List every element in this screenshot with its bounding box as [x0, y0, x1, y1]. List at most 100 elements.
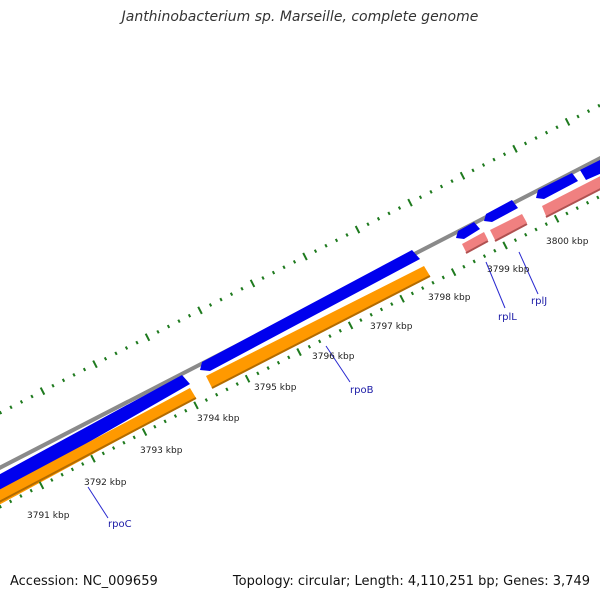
outer-tick-minor	[135, 340, 139, 345]
inner-tick-major	[450, 268, 457, 277]
outer-tick-major	[302, 252, 308, 261]
inner-tick-minor	[153, 424, 157, 429]
accession-text: Accession: NC_009659	[10, 574, 158, 589]
cds-feature-3800-b[interactable]	[580, 150, 600, 180]
cds-feature-rplL[interactable]	[456, 222, 480, 239]
outer-tick-minor	[51, 383, 55, 388]
outer-tick-minor	[240, 286, 244, 291]
gene-label-rplJ[interactable]: rplJ	[531, 296, 547, 307]
inner-tick-minor	[524, 232, 528, 237]
outer-tick-minor	[387, 211, 391, 216]
inner-tick-major	[347, 321, 354, 330]
gene-feature-rplJ[interactable]	[490, 214, 527, 240]
inner-tick-minor	[204, 398, 208, 402]
outer-tick-minor	[229, 292, 234, 297]
outer-tick-minor	[481, 163, 486, 167]
outer-tick-minor	[61, 378, 66, 383]
cds-feature-rpoC[interactable]	[0, 375, 190, 500]
inner-tick-minor	[596, 195, 600, 200]
outer-tick-minor	[103, 356, 108, 361]
kbp-label-3797: 3797 kbp	[370, 322, 413, 332]
outer-tick-minor	[261, 276, 265, 280]
inner-tick-major	[502, 241, 508, 250]
inner-tick-minor	[112, 446, 116, 450]
inner-tick-minor	[60, 472, 64, 477]
inner-tick-minor	[441, 275, 445, 280]
map-title: Janthinobacterium sp. Marseille, complet…	[121, 9, 479, 25]
inner-tick-minor	[173, 414, 178, 418]
outer-tick-major	[354, 225, 361, 234]
outer-tick-major	[249, 279, 256, 288]
kbp-label-3791: 3791 kbp	[27, 511, 70, 521]
gene-label-rpoC[interactable]: rpoC	[108, 519, 132, 530]
outer-tick-minor	[124, 346, 129, 350]
inner-tick-minor	[318, 339, 322, 344]
inner-tick-minor	[29, 488, 33, 493]
inner-tick-minor	[585, 200, 590, 205]
outer-tick-minor	[282, 265, 286, 270]
inner-tick-minor	[81, 462, 85, 466]
inner-tick-minor	[390, 302, 394, 306]
inner-tick-minor	[462, 264, 466, 269]
inner-tick-minor	[163, 419, 167, 424]
outer-tick-minor	[30, 394, 34, 399]
inner-tick-minor	[565, 211, 569, 216]
inner-tick-minor	[482, 254, 487, 258]
outer-tick-minor	[523, 141, 528, 146]
gene-feature-3800[interactable]	[542, 166, 600, 216]
genome-summary-text: Topology: circular; Length: 4,110,251 bp…	[232, 574, 590, 589]
outer-tick-minor	[156, 329, 160, 334]
cds-feature-rpoB[interactable]	[200, 250, 420, 371]
gene-feature-rpoC-shadow	[0, 397, 197, 503]
outer-tick-minor	[0, 410, 3, 415]
inner-tick-minor	[122, 440, 126, 445]
outer-tick-minor	[376, 216, 381, 221]
outer-tick-minor	[492, 157, 496, 162]
outer-tick-minor	[292, 259, 297, 264]
inner-tick-minor	[132, 435, 136, 440]
cds-feature-rplJ[interactable]	[484, 200, 518, 222]
inner-tick-major	[193, 401, 199, 410]
outer-tick-major	[144, 333, 151, 342]
inner-tick-minor	[534, 227, 538, 232]
outer-tick-major	[197, 306, 203, 315]
kbp-label-3800: 3800 kbp	[546, 237, 589, 247]
inner-tick-minor	[369, 312, 373, 317]
gene-feature-rplJ-shadow	[494, 223, 528, 242]
gene-feature-rpoB[interactable]	[206, 266, 430, 388]
label-leader-rpoB	[325, 345, 351, 383]
kbp-label-3799: 3799 kbp	[487, 265, 530, 275]
outer-tick-minor	[502, 152, 507, 157]
outer-tick-minor	[450, 179, 454, 184]
cds-feature-3800-a[interactable]	[536, 173, 578, 199]
inner-tick-minor	[493, 248, 497, 253]
gene-feature-rplL[interactable]	[462, 232, 488, 252]
outer-tick-major	[512, 144, 518, 153]
gene-feature-3800-shadow	[545, 188, 600, 218]
outer-tick-minor	[418, 195, 423, 200]
gene-feature-rplL-shadow	[465, 240, 489, 254]
inner-tick-minor	[235, 382, 239, 386]
outer-tick-minor	[586, 109, 591, 114]
outer-tick-minor	[439, 184, 444, 189]
inner-tick-minor	[513, 238, 518, 242]
outer-tick-minor	[82, 367, 87, 372]
inner-tick-minor	[472, 259, 476, 264]
outer-tick-minor	[576, 114, 580, 119]
inner-tick-minor	[431, 280, 435, 285]
inner-tick-minor	[70, 467, 75, 472]
outer-tick-minor	[72, 373, 76, 377]
outer-tick-minor	[429, 190, 433, 194]
inner-tick-minor	[421, 286, 425, 290]
outer-tick-minor	[114, 351, 118, 356]
inner-tick-minor	[379, 307, 384, 312]
inner-tick-major	[244, 374, 251, 383]
gene-label-rplL[interactable]: rplL	[498, 312, 517, 323]
inner-tick-minor	[256, 371, 260, 376]
kbp-label-3796: 3796 kbp	[312, 352, 355, 362]
inner-tick-minor	[101, 451, 105, 456]
gene-label-rpoB[interactable]: rpoB	[350, 385, 374, 396]
outer-tick-minor	[208, 303, 213, 307]
inner-tick-minor	[215, 392, 219, 397]
kbp-label-3798: 3798 kbp	[428, 293, 471, 303]
